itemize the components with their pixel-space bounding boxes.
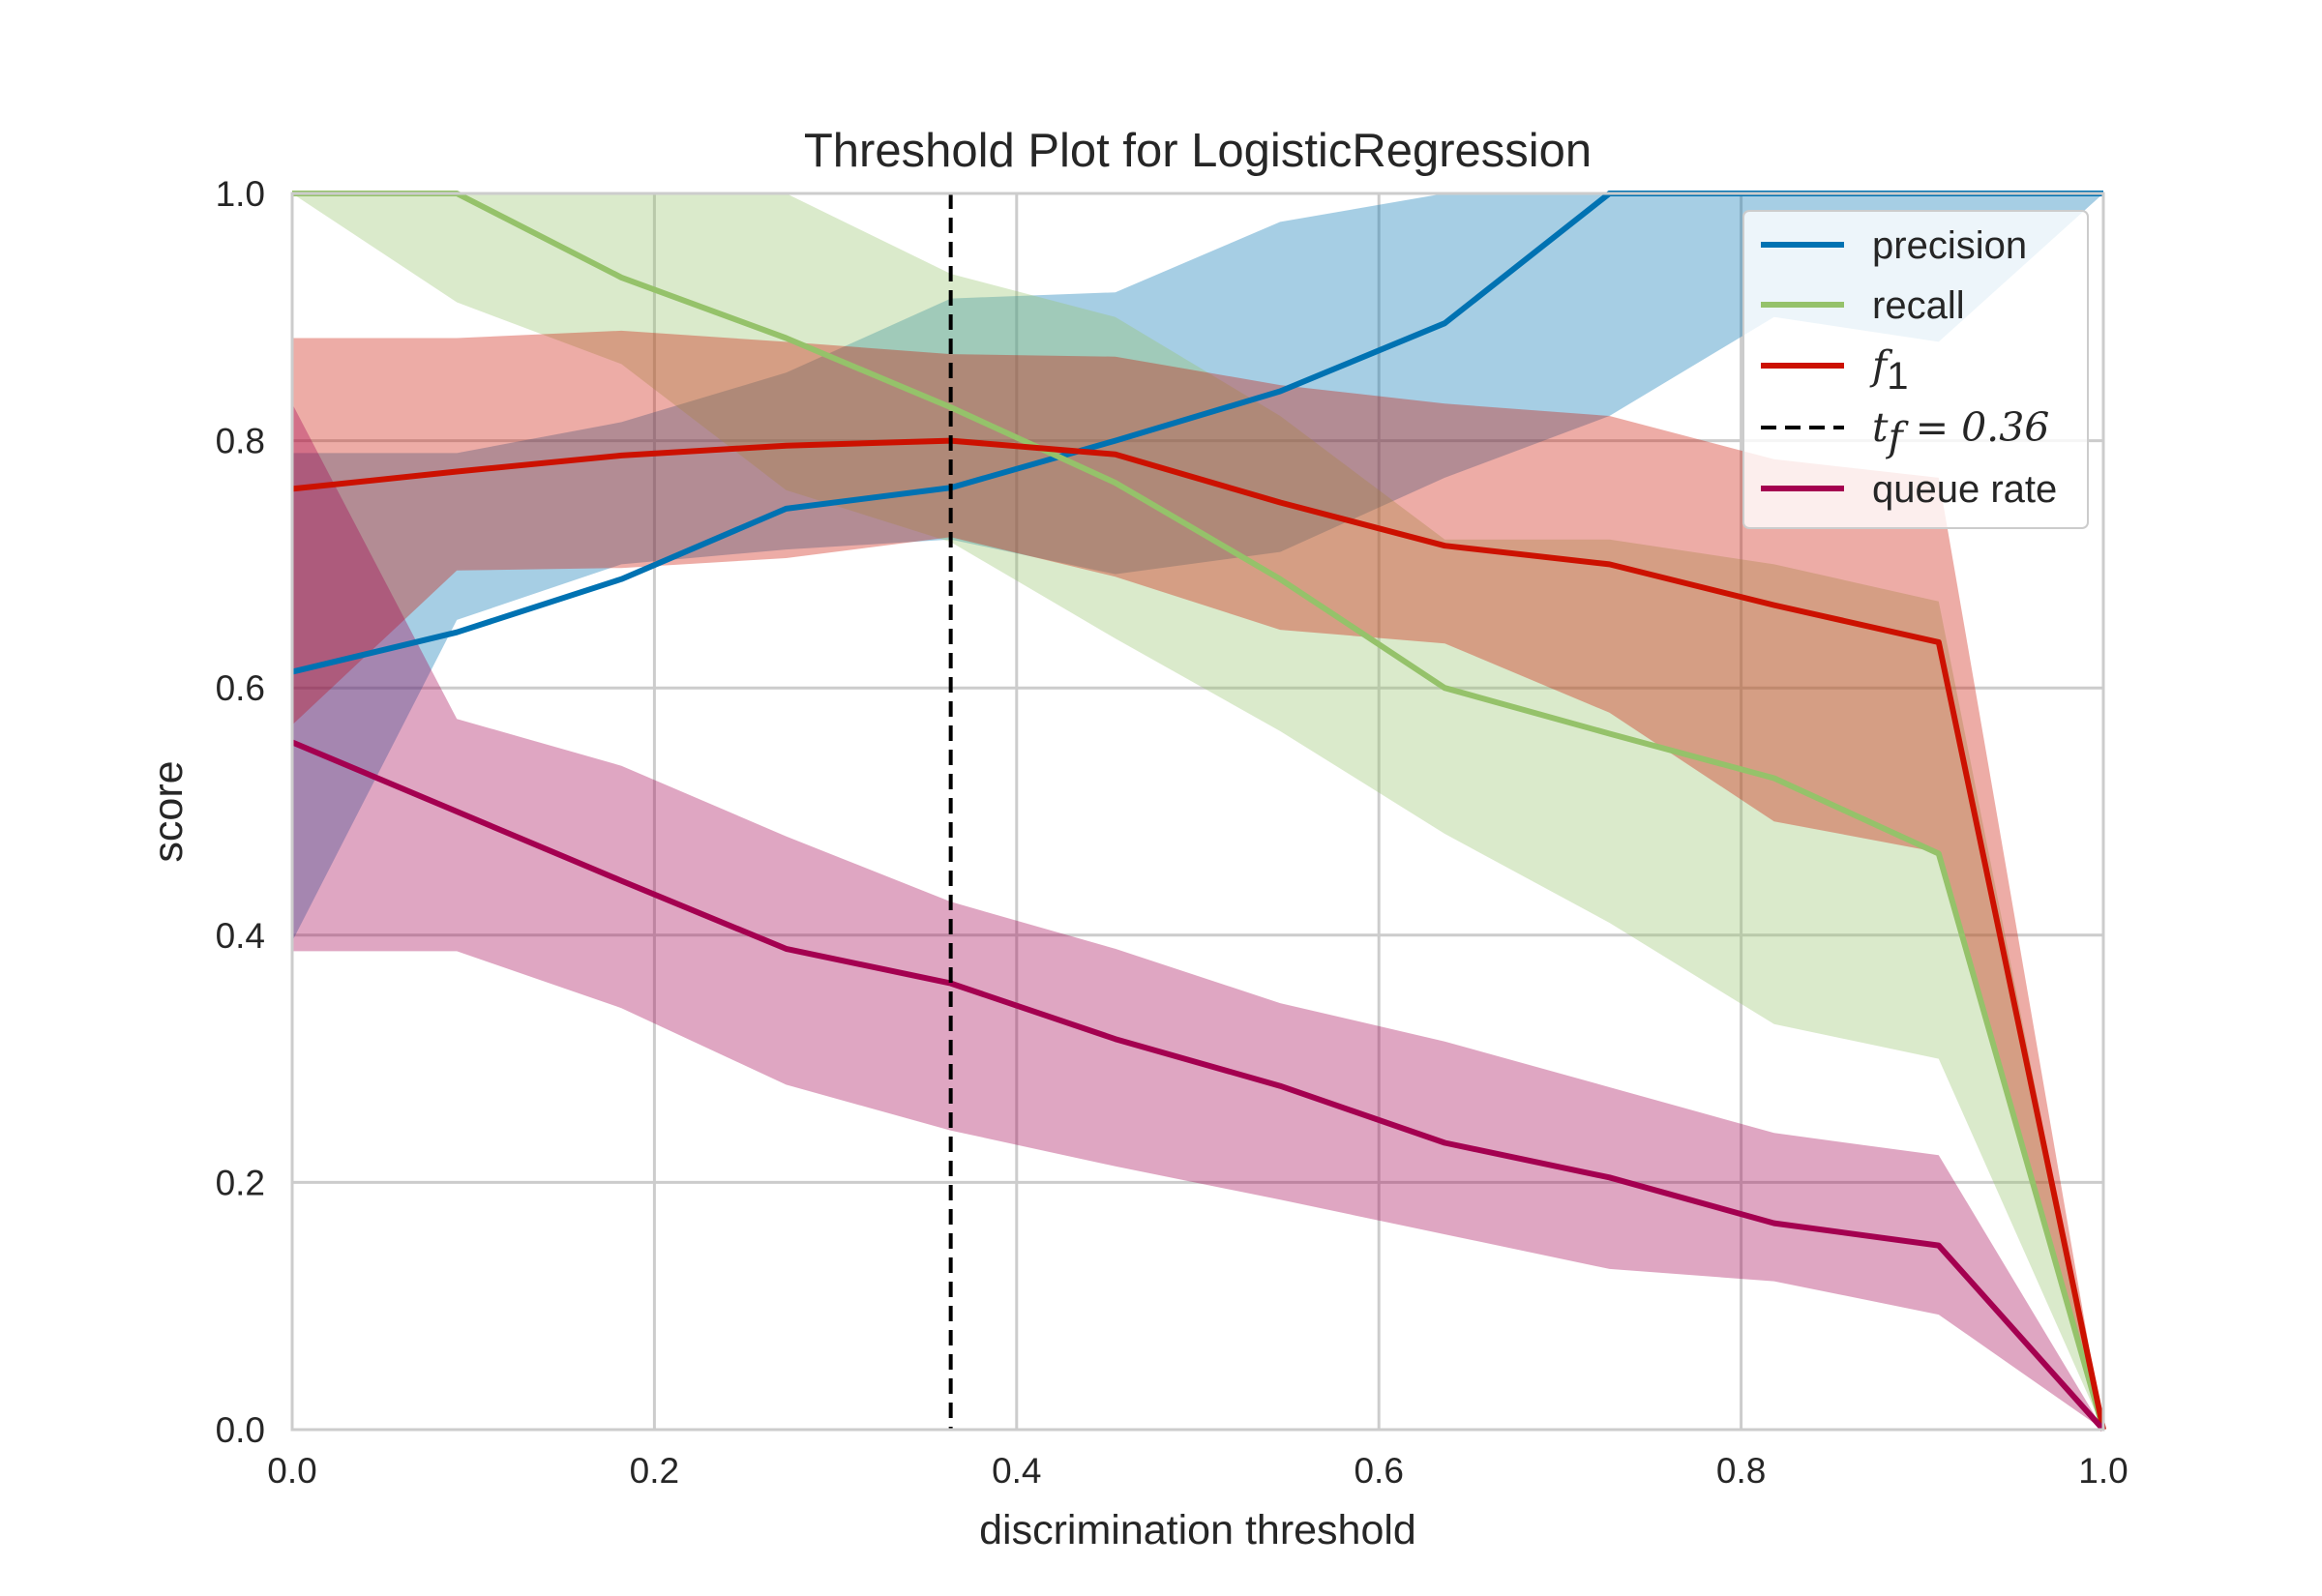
x-tick-label: 0.4 [992,1451,1041,1491]
band-f-1 [292,330,2103,1430]
y-tick-label: 0.4 [216,916,265,956]
x-tick-label: 0.0 [267,1451,316,1491]
x-axis-label: discrimination threshold [979,1507,1416,1553]
y-tick-label: 0.6 [216,668,265,708]
confidence-bands [292,193,2103,1430]
x-tick-label: 0.8 [1716,1451,1766,1491]
y-tick-label: 0.0 [216,1410,265,1450]
line-queue-rate [290,739,2106,1432]
band-precision [292,193,2103,942]
x-tick-label: 0.2 [630,1451,679,1491]
band-recall [292,193,2103,1430]
legend-label-recall: recall [1872,284,1965,327]
y-axis-label: score [145,760,192,862]
legend-label-f1: f1 [1869,342,1908,398]
legend-label-precision: precision [1872,224,2027,267]
y-tick-label: 1.0 [216,174,265,214]
legend-box [1742,210,2089,529]
legend-label-threshold: tf = 0.36 [1872,404,2049,460]
x-tick-label: 1.0 [2078,1451,2128,1491]
y-axis-ticks: 0.0 0.2 0.4 0.6 0.8 1.0 [216,174,265,1450]
plot-frame [290,192,2105,1432]
line-recall [292,191,2106,1431]
band-queue-rate [292,403,2103,1430]
y-tick-label: 0.8 [216,422,265,461]
legend-label-queue-rate: queue rate [1872,468,2057,511]
x-tick-label: 0.6 [1354,1451,1403,1491]
legend: precision recall f1 tf = 0.36 queue rate [1742,210,2089,529]
chart-title: Threshold Plot for LogisticRegression [804,125,1592,177]
y-tick-label: 0.2 [216,1163,265,1202]
x-axis-ticks: 0.0 0.2 0.4 0.6 0.8 1.0 [267,1451,2128,1491]
line-f-1 [291,437,2106,1431]
